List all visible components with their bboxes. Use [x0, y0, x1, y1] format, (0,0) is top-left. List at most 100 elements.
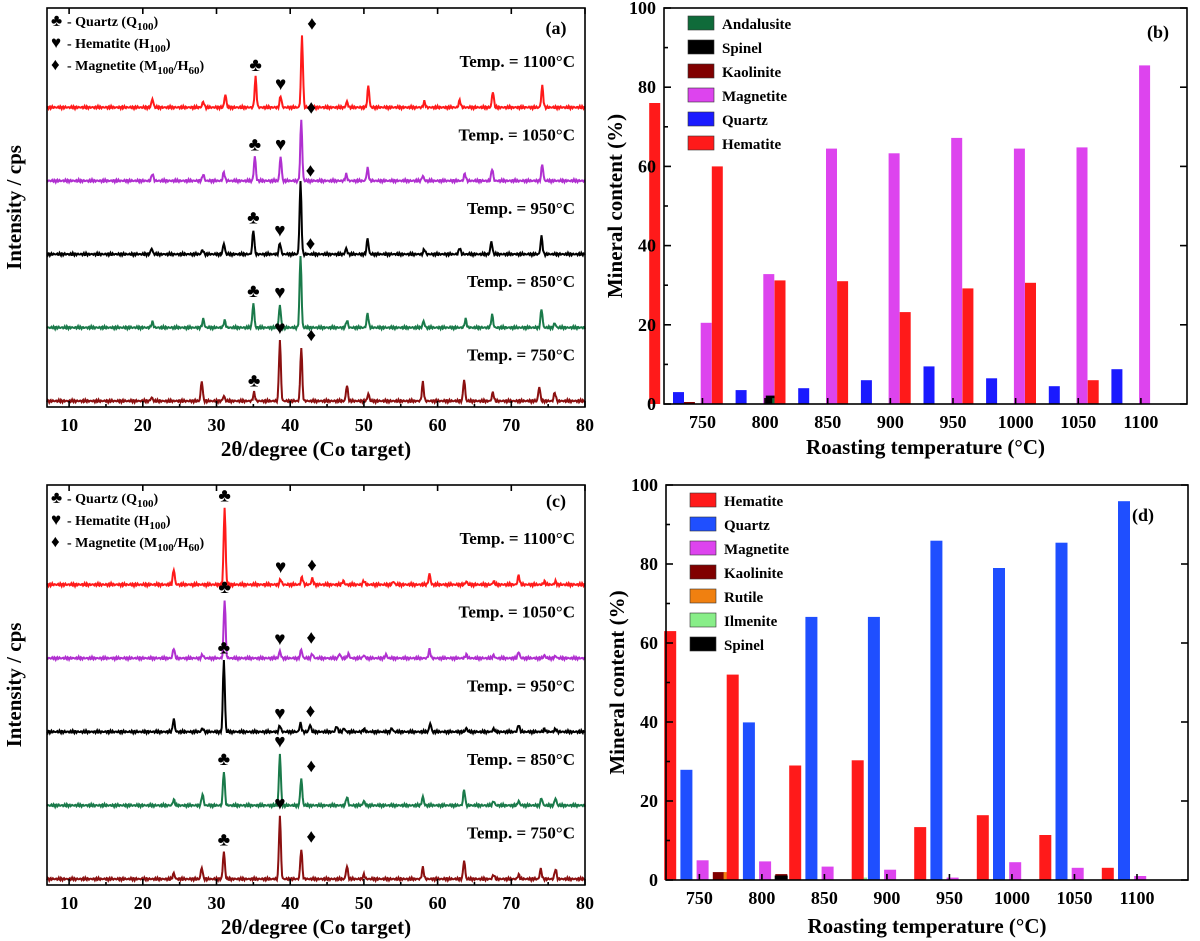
bar-quartz — [986, 378, 998, 404]
y-tick-label: 20 — [638, 315, 656, 335]
x-tick-label: 10 — [60, 893, 78, 913]
legend-text: - Magnetite (M — [67, 536, 157, 551]
legend-swatch — [687, 39, 715, 55]
bar-hematite — [726, 674, 739, 880]
temperature-label: Temp. = 950°C — [467, 676, 575, 695]
legend-label: Andalusite — [722, 17, 792, 33]
category-label: 950 — [939, 412, 966, 432]
bar-quartz — [798, 388, 810, 404]
category-label: 750 — [689, 412, 716, 432]
bar-kaolinite — [712, 872, 725, 880]
temperature-label: Temp. = 950°C — [467, 199, 575, 218]
bar-magnetite — [884, 869, 897, 880]
bar-magnetite — [1076, 147, 1088, 404]
legend-swatch — [689, 540, 717, 556]
legend-symbol: ♥ — [51, 33, 61, 52]
legend-label: Spinel — [722, 41, 762, 57]
x-tick-label: 60 — [429, 893, 447, 913]
bar-panel-3: 0 20 40 60 80 100 750 800 850 900 950 1000 1050 1100 R… — [605, 475, 1189, 938]
xrd-pattern-line — [46, 340, 586, 406]
y-axis-label: Mineral content (%) — [605, 590, 629, 774]
x-tick-label: 20 — [134, 893, 152, 913]
category-label: 950 — [936, 888, 963, 908]
temperature-label: Temp. = 750°C — [467, 824, 575, 843]
legend-swatch — [689, 588, 717, 604]
x-tick-label: 60 — [429, 415, 447, 435]
legend-swatch — [687, 15, 715, 31]
hematite-peak-marker: ♥ — [274, 318, 285, 339]
bar-magnetite — [1071, 867, 1084, 880]
xrd-pattern-line — [46, 507, 586, 590]
legend-entry: - Quartz (Q100) — [67, 492, 158, 510]
bar-quartz — [1055, 542, 1068, 880]
quartz-peak-marker: ♣ — [249, 134, 261, 155]
bar-magnetite — [946, 877, 959, 880]
x-axis-label: 2θ/degree (Co target) — [221, 437, 411, 461]
bar-quartz — [680, 769, 693, 880]
plot-frame — [46, 484, 586, 886]
xrd-pattern-line — [46, 119, 586, 186]
x-tick-label: 80 — [576, 415, 594, 435]
hematite-peak-marker: ♥ — [275, 134, 286, 155]
magnetite-peak-marker: ♦ — [306, 756, 316, 777]
x-tick-label: 50 — [355, 415, 373, 435]
magnetite-peak-marker: ♦ — [306, 234, 316, 255]
category-label: 850 — [811, 888, 838, 908]
legend-sub: 100 — [149, 43, 166, 55]
y-tick-label: 0 — [649, 870, 658, 890]
y-tick-label: 80 — [638, 77, 656, 97]
quartz-peak-marker: ♣ — [218, 749, 230, 770]
bar-magnetite — [759, 861, 772, 880]
legend-tail: ) — [199, 59, 204, 74]
xrd-panel-0: Temp. = 1100°C ♣ ♥ ♦ Temp. = 1050°C ♣ ♥ ♦ Temp. … — [2, 7, 594, 461]
legend-label: Quartz — [724, 518, 770, 534]
legend-entry: - Hematite (H100) — [67, 514, 171, 532]
temperature-label: Temp. = 1050°C — [459, 125, 575, 144]
hematite-peak-marker: ♥ — [274, 283, 285, 304]
magnetite-peak-marker: ♦ — [307, 555, 317, 576]
legend-label: Hematite — [724, 494, 783, 510]
legend-entry: - Magnetite (M100/H60) — [67, 59, 204, 77]
magnetite-peak-marker: ♦ — [306, 628, 316, 649]
xrd-pattern-line — [46, 256, 586, 332]
magnetite-peak-marker: ♦ — [306, 827, 316, 848]
legend-sub: 100 — [157, 542, 174, 554]
y-tick-label: 40 — [638, 236, 656, 256]
legend-swatch — [687, 63, 715, 79]
hematite-peak-marker: ♥ — [274, 703, 285, 724]
legend-symbol: ♦ — [51, 55, 60, 74]
magnetite-peak-marker: ♦ — [306, 160, 316, 181]
y-axis-label: Mineral content (%) — [603, 114, 627, 298]
category-label: 850 — [814, 412, 841, 432]
x-tick-label: 20 — [134, 415, 152, 435]
category-label: 900 — [873, 888, 900, 908]
bar-hematite — [789, 765, 802, 880]
legend-tail: ) — [166, 514, 171, 529]
legend-swatch — [687, 111, 715, 127]
legend-tail: ) — [153, 15, 158, 30]
y-tick-label: 100 — [629, 0, 656, 18]
xrd-pattern-line — [46, 181, 586, 259]
bar-quartz — [860, 380, 872, 404]
legend-sub2: 60 — [188, 542, 200, 554]
x-axis-label: Roasting temperature (°C) — [806, 435, 1045, 459]
legend-symbol: ♣ — [51, 488, 62, 507]
quartz-peak-marker: ♣ — [248, 370, 260, 391]
xrd-pattern-line — [46, 600, 586, 663]
bar-magnetite — [1009, 862, 1022, 880]
bar-quartz — [742, 722, 755, 880]
bar-quartz — [923, 366, 935, 404]
legend-symbol: ♣ — [51, 11, 62, 30]
hematite-peak-marker: ♥ — [274, 221, 285, 242]
bar-hematite — [851, 760, 864, 880]
category-label: 1100 — [1123, 412, 1158, 432]
legend-symbol: ♥ — [51, 510, 61, 529]
legend-sub: 100 — [149, 520, 166, 532]
hematite-peak-marker: ♥ — [274, 794, 285, 815]
y-axis-label: Intensity / cps — [2, 145, 26, 270]
legend-label: Spinel — [724, 638, 764, 654]
temperature-label: Temp. = 750°C — [467, 346, 575, 365]
legend-text: - Quartz (Q — [67, 15, 137, 30]
bar-hematite — [1039, 835, 1052, 880]
